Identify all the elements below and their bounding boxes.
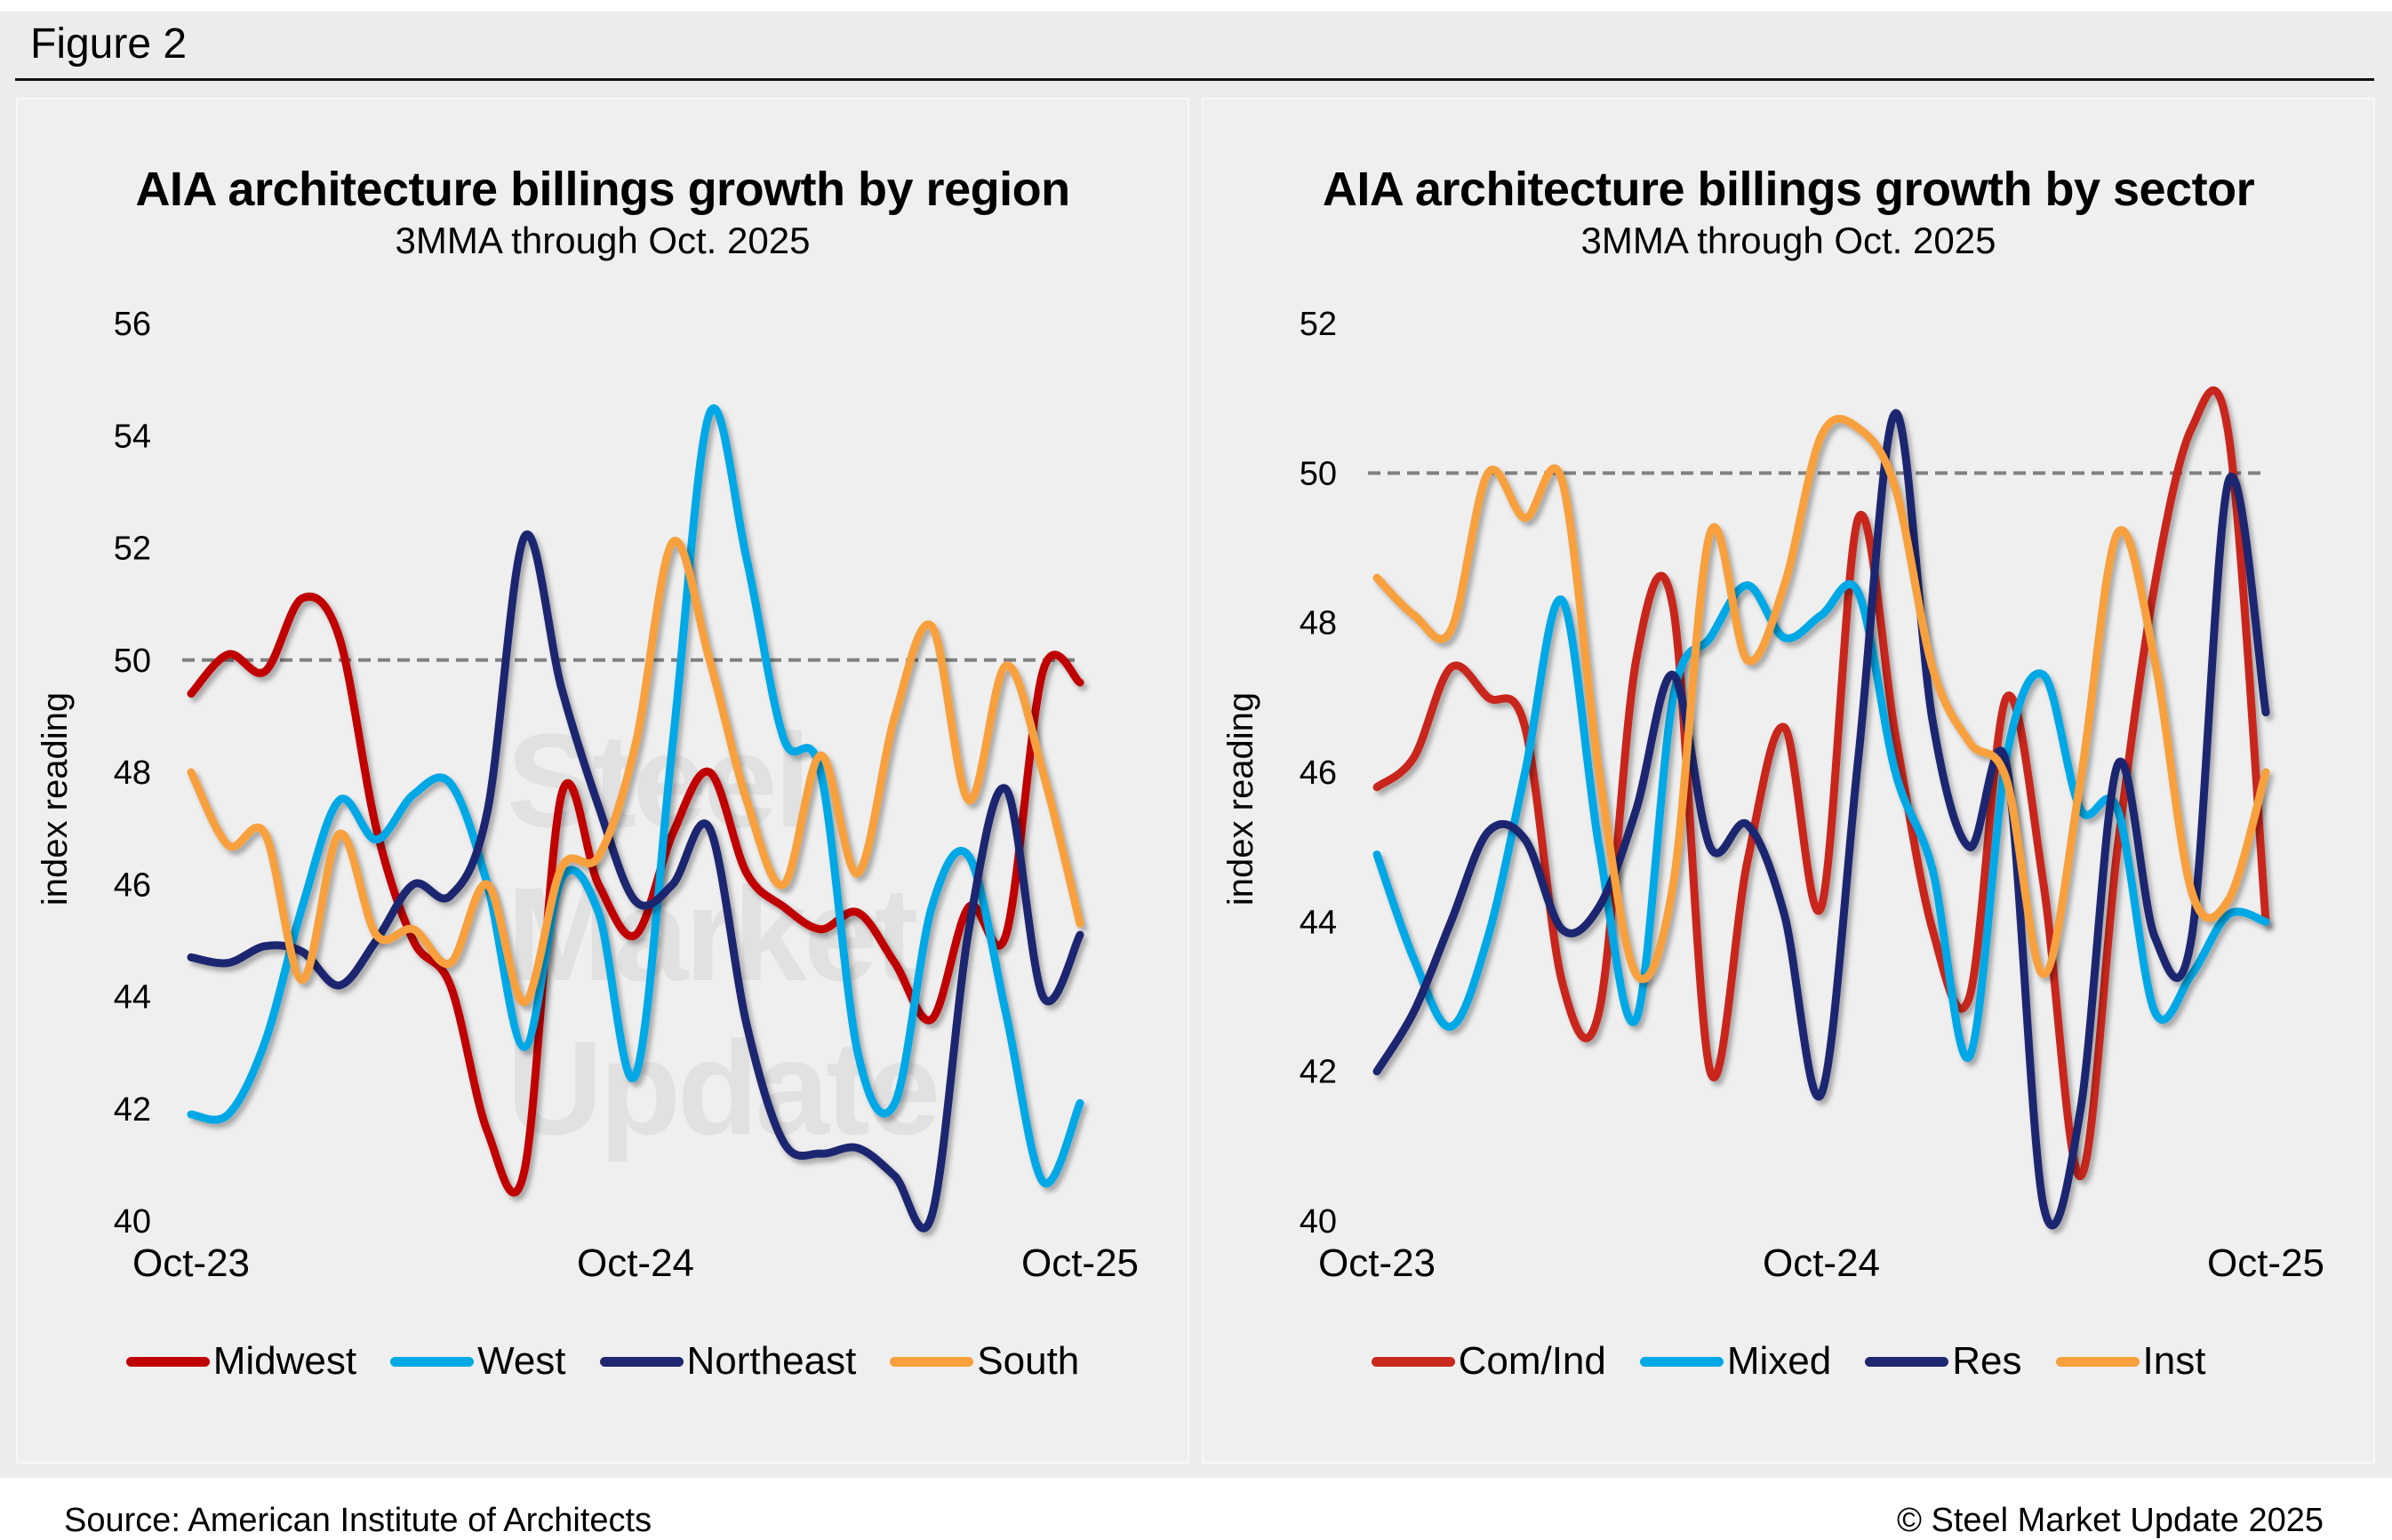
sector-chart-panel: AIA architecture billings growth by sect…	[1202, 98, 2375, 1539]
y-tick-label: 42	[114, 1091, 151, 1129]
region-chart-svg: 40 42 44 46 48 50 52 54 56 index reading Oct-23 Oct…	[36, 306, 1139, 1285]
legend-item-midwest: Midwest	[125, 1339, 357, 1384]
legend-swatch	[1371, 1356, 1455, 1367]
y-tick-label: 40	[114, 1203, 151, 1241]
legend-swatch	[599, 1356, 684, 1367]
series-line-midwest	[187, 592, 1084, 1197]
series-line-west	[187, 404, 1084, 1188]
legend-label: Res	[1952, 1339, 2022, 1383]
y-tick-label: 48	[1300, 605, 1337, 642]
series-line-south	[187, 537, 1084, 1007]
x-tick-label: Oct-24	[577, 1241, 694, 1285]
legend-label: Inst	[2142, 1339, 2206, 1383]
y-tick-label: 54	[114, 418, 151, 455]
legend-item-res: Res	[1865, 1339, 2022, 1384]
chart-subtitle: 3MMA through Oct. 2025	[1580, 219, 1996, 261]
legend-label: South	[977, 1339, 1080, 1383]
legend-swatch	[1639, 1356, 1724, 1367]
y-tick-label: 50	[1300, 455, 1337, 492]
x-tick-label: Oct-25	[2207, 1241, 2324, 1285]
legend-swatch	[2055, 1356, 2140, 1367]
legend-item-mixed: Mixed	[1639, 1339, 1832, 1384]
y-tick-label: 46	[1300, 754, 1337, 792]
x-tick-label: Oct-24	[1763, 1241, 1880, 1285]
legend-swatch	[1865, 1356, 1949, 1367]
chart-title: AIA architecture billings growth by sect…	[1322, 163, 2255, 216]
legend-item-south: South	[890, 1339, 1079, 1384]
x-tick-label: Oct-23	[132, 1241, 250, 1285]
copyright-note: © Steel Market Update 2025	[1896, 1502, 2324, 1539]
chart-subtitle: 3MMA through Oct. 2025	[395, 219, 811, 261]
legend-label: Com/Ind	[1458, 1339, 1606, 1383]
y-tick-label: 52	[1300, 306, 1337, 343]
chart-title: AIA architecture billings growth by regi…	[135, 163, 1070, 216]
legend-swatch	[390, 1356, 475, 1367]
legend-label: West	[477, 1339, 566, 1383]
sector-chart-svg: 40 42 44 46 48 50 52 index reading Oct-23 Oct-24 O…	[1221, 306, 2324, 1285]
figure-label: Figure 2	[30, 20, 188, 68]
source-note: Source: American Institute of Architects	[64, 1502, 652, 1539]
series-line-res	[1372, 409, 2270, 1230]
y-tick-label: 52	[114, 531, 151, 568]
y-tick-label: 56	[114, 306, 151, 343]
y-tick-label: 44	[114, 979, 151, 1017]
legend: Com/Ind Mixed Res Inst	[1204, 1339, 2373, 1384]
legend-item-inst: Inst	[2055, 1339, 2206, 1384]
region-chart-panel: Steel Market Update AIA architecture bil…	[16, 98, 1189, 1539]
y-axis-label: index reading	[36, 692, 75, 906]
y-tick-label: 46	[114, 866, 151, 904]
series-line-inst	[1372, 414, 2270, 984]
series-line-com-ind	[1372, 386, 2270, 1181]
y-tick-label: 50	[114, 642, 151, 680]
legend-item-com-ind: Com/Ind	[1371, 1339, 1606, 1384]
figure-divider	[15, 78, 2374, 81]
legend-label: Mixed	[1726, 1339, 1832, 1383]
series-line-mixed	[1372, 579, 2270, 1063]
legend-swatch	[125, 1356, 210, 1367]
x-tick-label: Oct-25	[1021, 1241, 1139, 1285]
legend: Midwest West Northeast South	[18, 1339, 1188, 1384]
legend-label: Northeast	[686, 1339, 857, 1383]
y-tick-label: 40	[1300, 1203, 1337, 1241]
y-tick-label: 42	[1300, 1054, 1337, 1091]
y-tick-label: 44	[1300, 904, 1337, 941]
x-tick-label: Oct-23	[1318, 1241, 1436, 1285]
legend-item-west: West	[390, 1339, 566, 1384]
legend-label: Midwest	[212, 1339, 357, 1383]
legend-item-northeast: Northeast	[599, 1339, 857, 1384]
y-tick-label: 48	[114, 754, 151, 792]
legend-swatch	[890, 1356, 974, 1367]
y-axis-label: index reading	[1221, 692, 1260, 906]
